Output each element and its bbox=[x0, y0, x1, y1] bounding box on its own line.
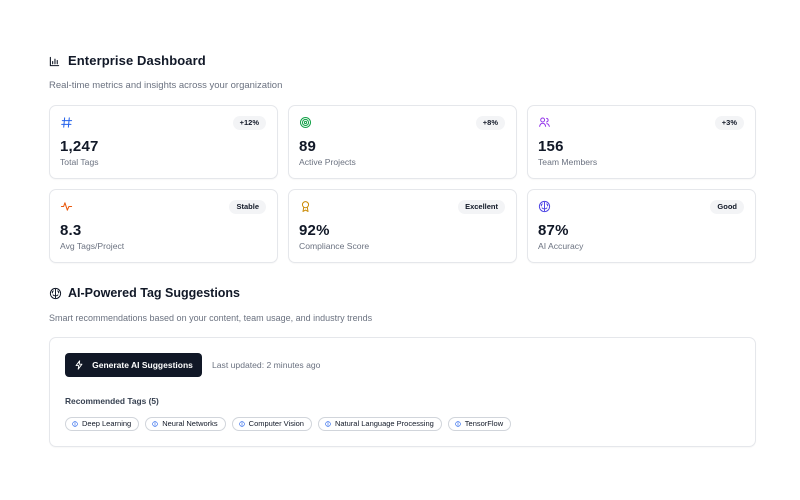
metric-badge: +8% bbox=[475, 116, 505, 130]
generate-ai-suggestions-label: Generate AI Suggestions bbox=[92, 360, 193, 370]
metric-card-active-projects: +8% 89 Active Projects bbox=[288, 105, 517, 179]
recommended-tags-list: Deep Learning Neural Networks Computer V… bbox=[65, 417, 512, 431]
tag-chip-natural-language-processing[interactable]: Natural Language Processing bbox=[317, 417, 442, 431]
last-updated-text: Last updated: 2 minutes ago bbox=[212, 360, 321, 370]
metric-badge: +3% bbox=[714, 116, 744, 130]
tag-label: Computer Vision bbox=[248, 419, 304, 428]
tag-chip-neural-networks[interactable]: Neural Networks bbox=[145, 417, 226, 431]
target-icon bbox=[299, 116, 312, 129]
brain-icon bbox=[152, 421, 158, 427]
metric-value: 87% bbox=[538, 222, 569, 239]
dashboard-header: Enterprise Dashboard Real-time metrics a… bbox=[49, 53, 756, 92]
metric-card-ai-accuracy: Good 87% AI Accuracy bbox=[527, 189, 756, 263]
brain-icon bbox=[455, 421, 461, 427]
tag-chip-deep-learning[interactable]: Deep Learning bbox=[65, 417, 140, 431]
dashboard-title-row: Enterprise Dashboard bbox=[49, 53, 756, 69]
hash-icon bbox=[61, 117, 73, 128]
metric-label: Avg Tags/Project bbox=[60, 241, 125, 251]
metric-label: Team Members bbox=[538, 157, 598, 167]
metric-badge: Excellent bbox=[458, 200, 505, 214]
metric-card-total-tags: +12% 1,247 Total Tags bbox=[49, 105, 278, 179]
ai-section-title: AI-Powered Tag Suggestions bbox=[68, 286, 241, 300]
metric-value: 156 bbox=[538, 138, 564, 155]
brain-icon bbox=[325, 421, 331, 427]
ai-suggestions-panel: Generate AI Suggestions Last updated: 2 … bbox=[49, 337, 756, 447]
metric-card-compliance-score: Excellent 92% Compliance Score bbox=[288, 189, 517, 263]
recommended-tags-heading: Recommended Tags (5) bbox=[65, 396, 159, 406]
metric-label: Active Projects bbox=[299, 157, 356, 167]
tag-chip-computer-vision[interactable]: Computer Vision bbox=[231, 417, 312, 431]
ai-title-row: AI-Powered Tag Suggestions bbox=[49, 286, 756, 301]
tag-chip-tensorflow[interactable]: TensorFlow bbox=[447, 417, 512, 431]
brain-icon bbox=[72, 421, 78, 427]
ai-section-subtitle: Smart recommendations based on your cont… bbox=[49, 313, 373, 323]
brain-icon bbox=[238, 421, 245, 427]
metric-value: 8.3 bbox=[60, 222, 82, 239]
page-subtitle: Real-time metrics and insights across yo… bbox=[49, 80, 283, 91]
lightning-icon bbox=[75, 360, 83, 370]
metric-value: 89 bbox=[299, 138, 317, 155]
metric-card-avg-tags-project: Stable 8.3 Avg Tags/Project bbox=[49, 189, 278, 263]
tag-label: Natural Language Processing bbox=[334, 419, 434, 428]
ai-section-header: AI-Powered Tag Suggestions Smart recomme… bbox=[49, 286, 756, 324]
metric-value: 1,247 bbox=[60, 138, 99, 155]
metric-label: Compliance Score bbox=[299, 241, 370, 251]
metric-card-team-members: +3% 156 Team Members bbox=[527, 105, 756, 179]
metric-label: Total Tags bbox=[60, 157, 99, 167]
bar-chart-icon bbox=[49, 56, 60, 66]
metric-badge: Stable bbox=[229, 200, 266, 214]
tag-label: Neural Networks bbox=[162, 419, 218, 428]
users-icon bbox=[539, 117, 550, 127]
brain-icon bbox=[538, 200, 551, 213]
award-icon bbox=[301, 201, 310, 213]
generate-ai-suggestions-button[interactable]: Generate AI Suggestions bbox=[65, 353, 202, 377]
tag-label: Deep Learning bbox=[82, 419, 132, 428]
activity-icon bbox=[60, 202, 73, 211]
brain-icon bbox=[49, 287, 62, 300]
tag-label: TensorFlow bbox=[464, 419, 504, 428]
metrics-grid: +12% 1,247 Total Tags +8% 89 Active Proj… bbox=[49, 105, 756, 263]
metric-badge: Good bbox=[710, 200, 744, 214]
metric-badge: +12% bbox=[232, 116, 266, 130]
page-title: Enterprise Dashboard bbox=[68, 53, 206, 68]
metric-label: AI Accuracy bbox=[538, 241, 584, 251]
metric-value: 92% bbox=[299, 222, 330, 239]
